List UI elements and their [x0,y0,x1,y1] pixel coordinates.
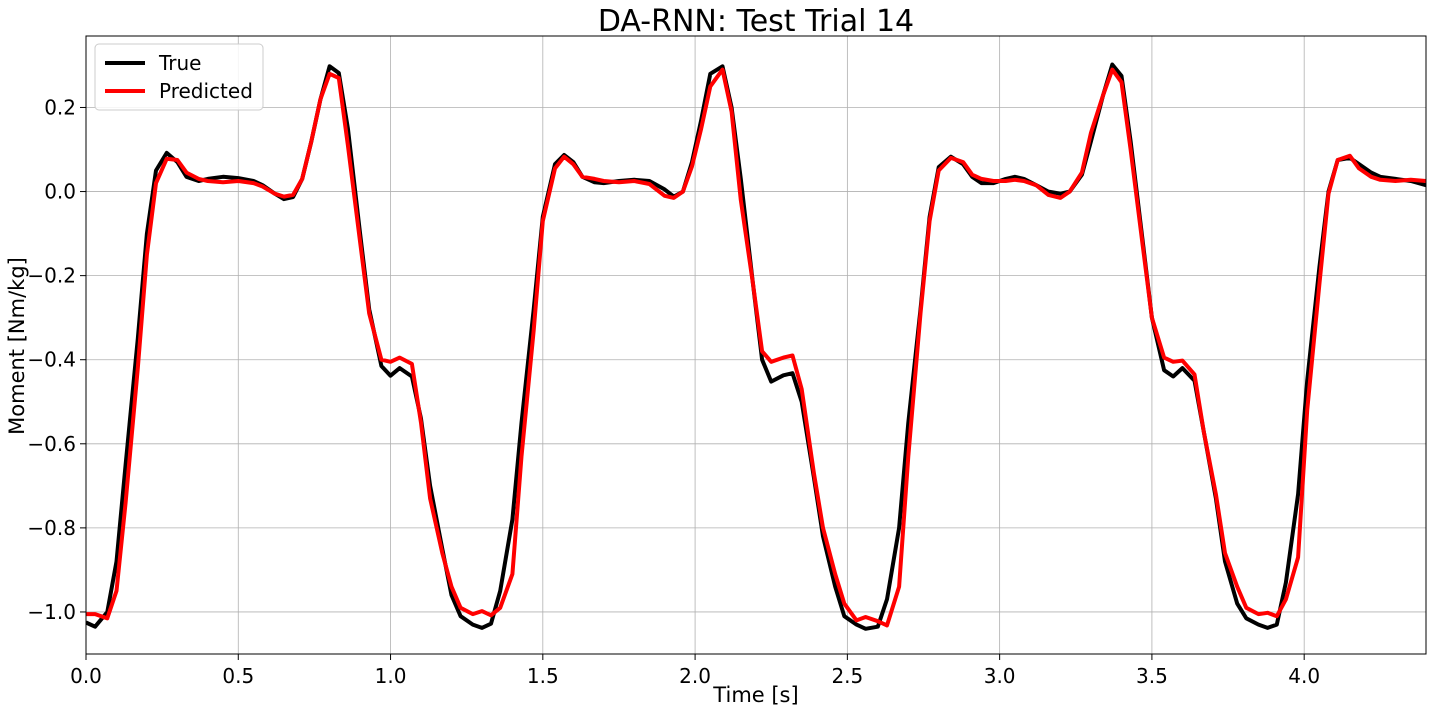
y-tick-label: −1.0 [27,600,76,624]
x-tick-label: 2.0 [679,664,711,688]
legend-box [94,43,264,111]
axis-ticks: 0.0 0.5 1.0 1.5 2.0 2.5 3.0 3.5 4.0 −1.0 −0.8 −0.6 −… [27,95,1320,688]
x-tick-label: 4.0 [1288,664,1320,688]
x-tick-label: 0.5 [222,664,254,688]
legend-label-true: True [158,51,201,75]
legend-label-predicted: Predicted [159,79,253,103]
series-line-predicted [86,67,1426,628]
y-tick-label: 0.0 [44,180,76,204]
legend: True Predicted [94,43,264,111]
series-layer [86,62,1426,631]
y-axis-label: Moment [Nm/kg] [5,257,29,435]
x-tick-label: 0.0 [70,664,102,688]
grid [85,36,1426,654]
x-tick-label: 2.5 [831,664,863,688]
y-tick-label: −0.6 [27,432,76,456]
plot-frame [85,35,1427,655]
y-tick-label: 0.2 [44,95,76,119]
y-tick-label: −0.8 [27,516,76,540]
x-tick-label: 3.5 [1136,664,1168,688]
y-tick-label: −0.4 [27,348,76,372]
x-tick-label: 1.0 [375,664,407,688]
x-axis-label: Time [s] [712,683,798,707]
x-tick-label: 3.0 [984,664,1016,688]
y-tick-label: −0.2 [27,264,76,288]
chart-title: DA-RNN: Test Trial 14 [598,4,914,39]
x-tick-label: 1.5 [527,664,559,688]
